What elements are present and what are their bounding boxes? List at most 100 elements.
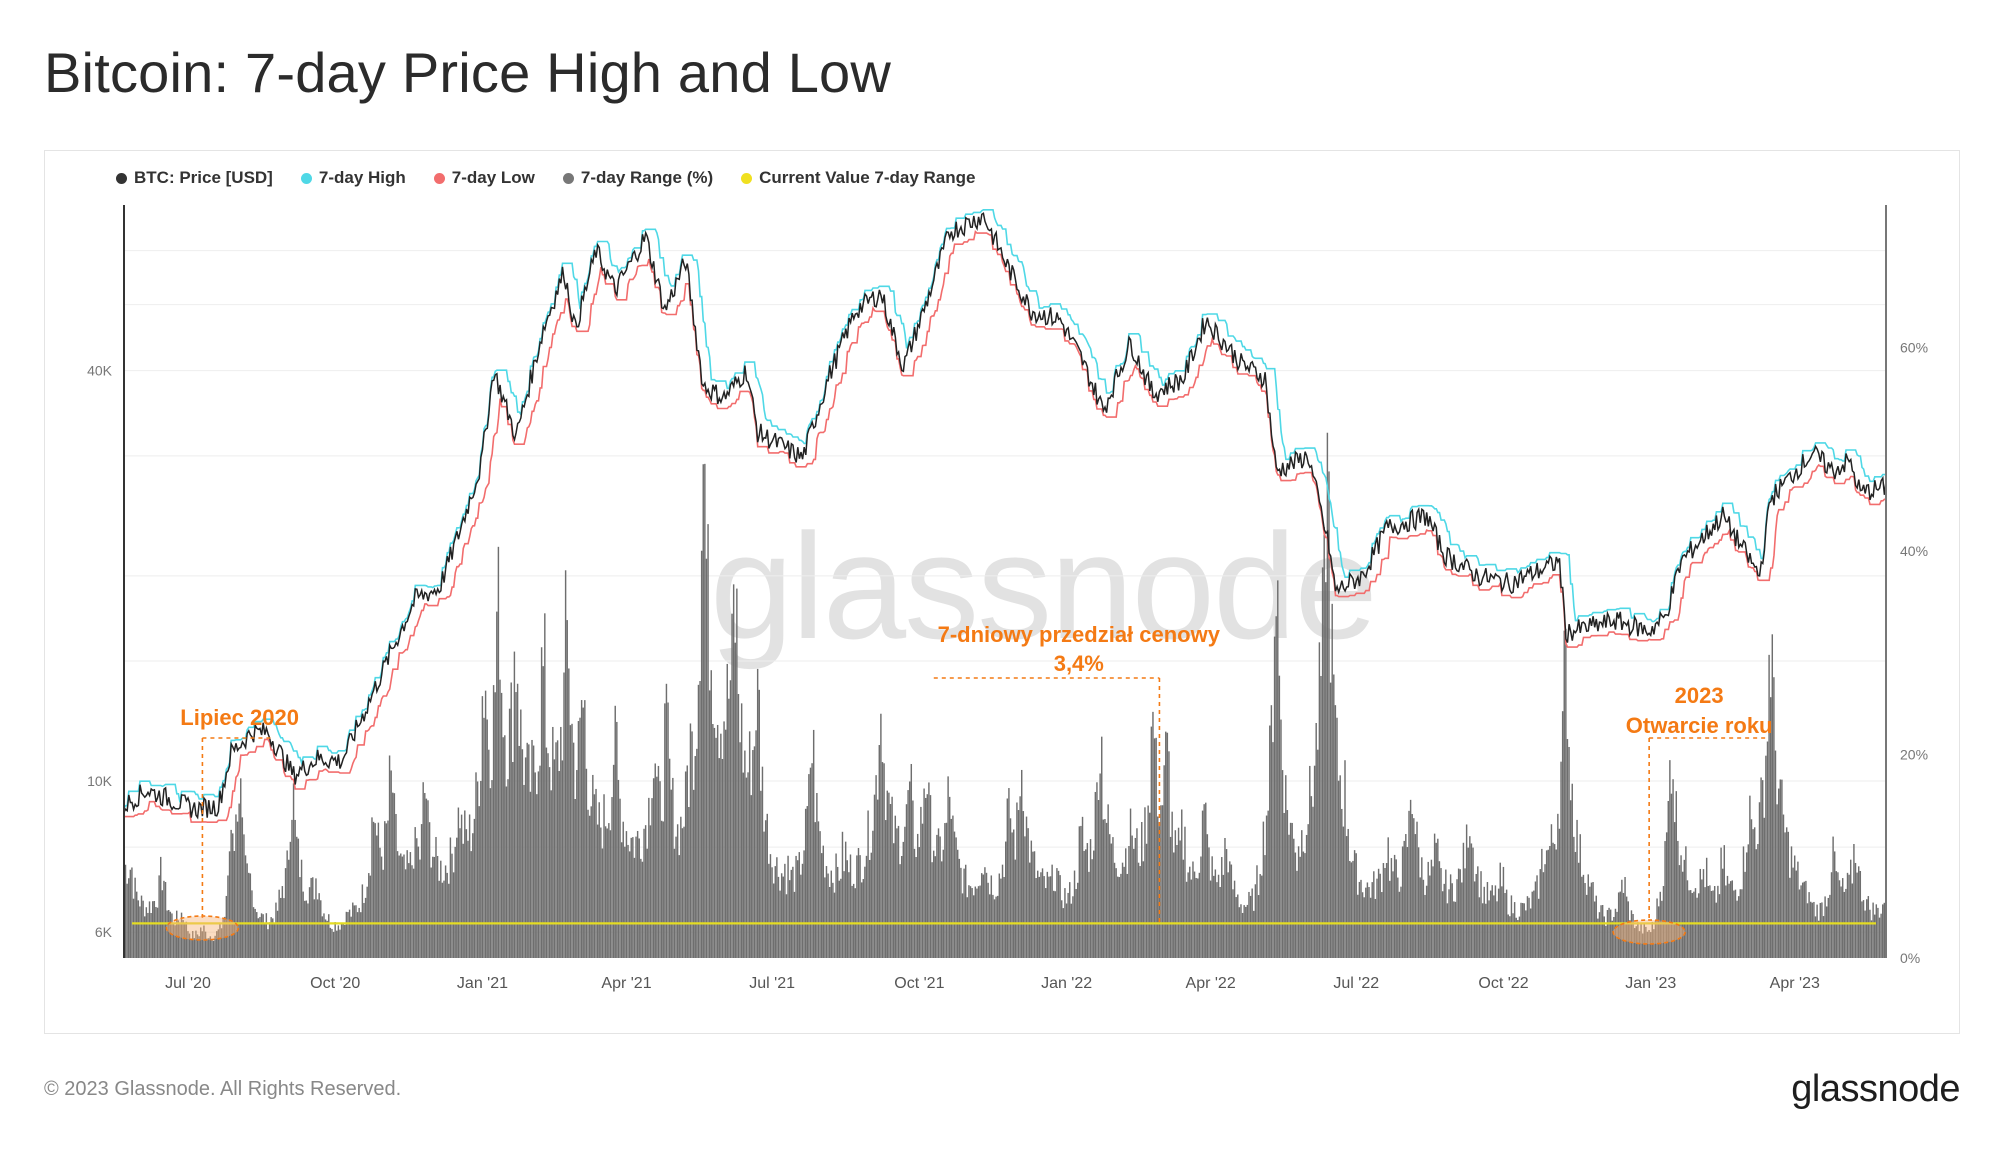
range-bar: [1101, 736, 1103, 958]
legend-item-high[interactable]: 7-day High: [300, 168, 406, 188]
range-bar: [894, 815, 897, 958]
range-bar: [1699, 868, 1701, 958]
range-bar: [1870, 920, 1873, 958]
range-bar: [1253, 910, 1255, 958]
x-tick-label: Apr '22: [1186, 975, 1236, 992]
range-bar: [1614, 908, 1617, 958]
range-bar: [300, 859, 303, 958]
range-bar: [611, 797, 613, 958]
range-bar: [1027, 828, 1029, 958]
range-bar: [1265, 815, 1268, 958]
legend-item-low[interactable]: 7-day Low: [433, 168, 535, 188]
range-bar: [204, 931, 207, 958]
range-bar: [145, 907, 148, 958]
range-bar: [286, 850, 288, 958]
range-bar: [1550, 824, 1553, 958]
range-bar: [310, 877, 312, 958]
range-bar: [489, 788, 492, 958]
range-bar: [1406, 847, 1409, 958]
range-bar: [126, 883, 128, 958]
range-bar: [1875, 904, 1878, 958]
range-bar: [1581, 876, 1583, 958]
range-bar: [1000, 878, 1002, 958]
range-bar: [944, 823, 946, 958]
range-bar: [1478, 897, 1481, 958]
range-bar: [379, 847, 381, 958]
range-bar: [1078, 826, 1081, 958]
range-bar: [222, 918, 224, 958]
range-bar: [929, 795, 932, 958]
range-bar: [1502, 866, 1505, 958]
range-bar: [281, 886, 284, 958]
legend-item-range[interactable]: 7-day Range (%): [562, 168, 713, 188]
range-bar: [432, 856, 434, 958]
range-bar: [425, 798, 428, 958]
range-bar: [532, 745, 535, 958]
range-bar: [1638, 931, 1641, 958]
range-bar: [598, 802, 600, 958]
range-bar: [1725, 885, 1727, 958]
range-bar: [856, 855, 858, 958]
range-bar: [419, 859, 421, 958]
range-bar: [1293, 838, 1295, 958]
range-bar: [913, 848, 916, 958]
range-bar: [857, 848, 860, 958]
range-bar: [704, 463, 706, 958]
range-bar: [1472, 847, 1474, 958]
range-bar: [1667, 800, 1669, 958]
range-bar: [256, 912, 258, 958]
range-bar: [1099, 773, 1101, 958]
range-bar: [472, 833, 474, 958]
range-bar: [883, 763, 885, 958]
range-bar: [1488, 900, 1490, 958]
range-bar: [435, 836, 437, 958]
range-bar: [664, 703, 666, 958]
range-bar: [1049, 876, 1052, 958]
legend-item-current[interactable]: Current Value 7-day Range: [741, 168, 975, 188]
range-bar: [1121, 862, 1124, 958]
range-bar: [809, 767, 812, 958]
range-bar: [396, 851, 399, 958]
range-bar: [1315, 722, 1317, 958]
range-bar: [416, 838, 418, 958]
legend-item-price[interactable]: BTC: Price [USD]: [116, 168, 273, 188]
range-bar: [1286, 810, 1289, 958]
range-bar: [1456, 879, 1458, 958]
range-bar: [1590, 882, 1593, 958]
range-bar: [1789, 877, 1791, 958]
range-bar: [852, 883, 855, 958]
range-bar: [496, 611, 498, 958]
range-bar: [1160, 805, 1162, 958]
range-bar: [822, 845, 824, 958]
range-bar: [1206, 834, 1209, 958]
range-bar: [1171, 811, 1173, 958]
range-bar: [201, 931, 204, 958]
range-bar: [275, 902, 277, 958]
range-bar: [1390, 858, 1393, 958]
range-bar: [819, 831, 821, 958]
range-bar: [884, 820, 887, 958]
range-bar: [299, 877, 301, 958]
range-bar: [1392, 871, 1394, 958]
range-bar: [561, 760, 564, 958]
range-bar: [1558, 828, 1561, 958]
range-bar: [1728, 883, 1730, 958]
x-tick-label: Jul '20: [165, 975, 211, 992]
range-bar: [923, 788, 925, 958]
range-bar: [1669, 760, 1671, 958]
range-bar: [840, 878, 842, 958]
range-bar: [1269, 725, 1271, 958]
range-bar: [132, 898, 135, 958]
annotation-lipiec-label: Lipiec 2020: [180, 705, 299, 730]
range-bar: [332, 931, 335, 958]
range-bar: [492, 685, 495, 958]
range-bar: [616, 721, 618, 958]
y-left-tick-label: 40K: [87, 363, 113, 379]
range-bar: [1701, 879, 1703, 958]
range-bar: [1387, 837, 1389, 958]
range-bar: [1123, 866, 1125, 958]
range-bar: [1096, 782, 1098, 958]
range-bar: [1792, 867, 1794, 958]
range-bar: [1833, 851, 1836, 958]
range-bar: [958, 858, 961, 958]
